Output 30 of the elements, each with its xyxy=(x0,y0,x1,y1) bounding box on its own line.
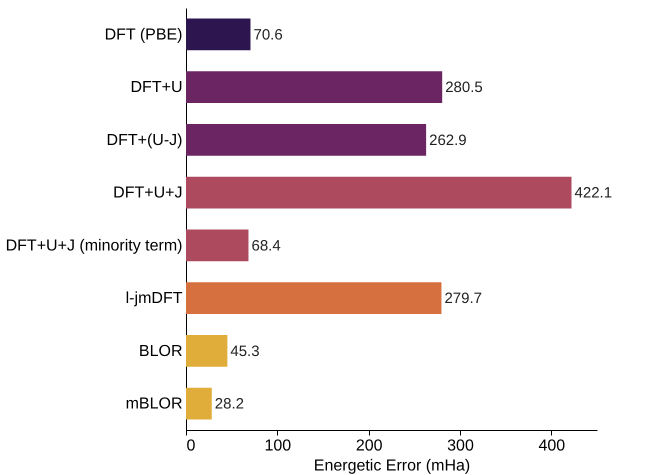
y-tick-label: BLOR xyxy=(138,342,182,360)
y-tick-label: DFT+U+J (minority term) xyxy=(6,237,182,254)
bar xyxy=(186,176,572,208)
data-label: 70.6 xyxy=(253,26,283,44)
y-tick-label: DFT+U+J xyxy=(113,184,182,202)
bar xyxy=(186,388,212,420)
data-label: 68.4 xyxy=(251,237,281,254)
data-label: 262.9 xyxy=(429,132,467,149)
bar xyxy=(186,124,426,156)
y-tick-label: l-jmDFT xyxy=(126,290,183,308)
data-label: 422.1 xyxy=(574,184,612,202)
data-label: 279.7 xyxy=(444,290,482,308)
bar xyxy=(186,230,248,262)
x-tick-label: 100 xyxy=(264,438,292,454)
y-tick-label: mBLOR xyxy=(126,396,182,413)
bar xyxy=(186,18,250,50)
x-tick-label: 200 xyxy=(356,438,383,454)
x-tick-label: 0 xyxy=(186,438,196,454)
data-label: 280.5 xyxy=(445,79,483,96)
data-label: 45.3 xyxy=(230,342,260,360)
bar xyxy=(186,71,442,103)
y-tick-label: DFT+U xyxy=(130,79,182,96)
data-label: 28.2 xyxy=(214,396,244,413)
bar xyxy=(186,335,228,367)
x-tick-label: 400 xyxy=(538,438,566,454)
x-axis-title: Energetic Error (mHa) xyxy=(314,458,470,474)
y-tick-label: DFT+(U-J) xyxy=(106,132,182,149)
y-tick-label: DFT (PBE) xyxy=(104,26,182,44)
bar xyxy=(186,282,442,314)
x-tick-label: 300 xyxy=(447,438,474,454)
